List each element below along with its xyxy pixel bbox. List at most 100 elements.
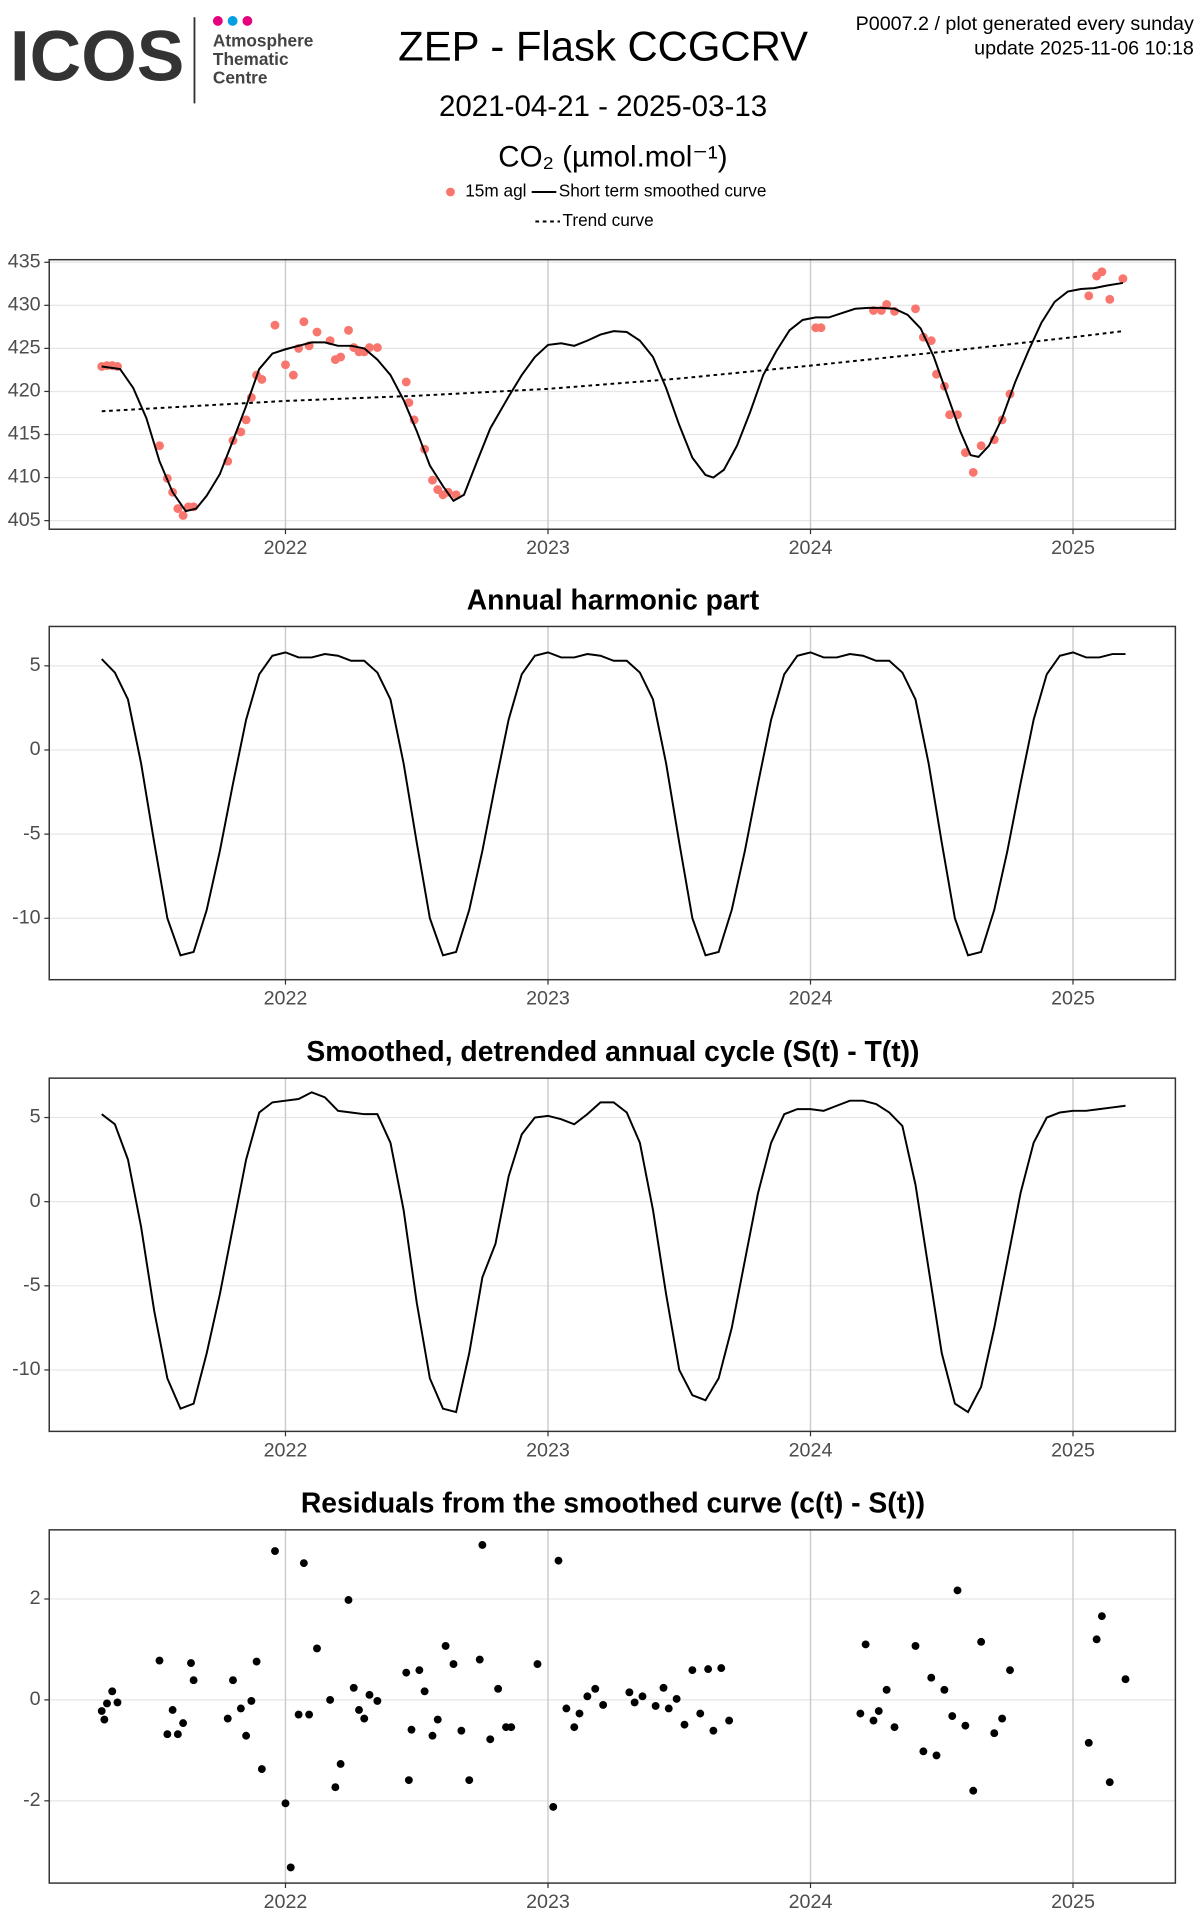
data-point xyxy=(717,1664,726,1673)
data-point xyxy=(420,1687,429,1696)
plot-note: P0007.2 / plot generated every sunday xyxy=(856,13,1194,35)
data-point xyxy=(977,1637,986,1646)
data-point xyxy=(1118,274,1128,284)
data-point xyxy=(475,1655,484,1664)
data-point xyxy=(696,1709,705,1718)
legend-label: 15m agl xyxy=(465,181,526,201)
data-point xyxy=(355,1706,363,1714)
data-point xyxy=(709,1726,718,1735)
data-point xyxy=(583,1692,592,1701)
data-point xyxy=(257,374,267,384)
data-point xyxy=(163,1730,172,1739)
x-tick-label: 2022 xyxy=(264,537,308,559)
data-point xyxy=(407,1725,416,1734)
data-point xyxy=(945,410,955,420)
data-point xyxy=(638,1692,647,1701)
data-line xyxy=(101,281,1124,513)
data-point xyxy=(575,1709,584,1718)
data-point xyxy=(507,1723,516,1732)
x-tick-label: 2022 xyxy=(264,988,308,1010)
data-point xyxy=(331,1783,340,1792)
data-point xyxy=(1105,294,1115,304)
x-tick-label: 2025 xyxy=(1051,537,1095,559)
data-point xyxy=(103,1699,111,1708)
data-point xyxy=(625,1688,634,1697)
logo-dot xyxy=(242,16,253,26)
data-point xyxy=(305,1710,314,1719)
data-point xyxy=(173,504,183,513)
logo-caption: Atmosphere xyxy=(213,30,313,50)
data-point xyxy=(725,1716,734,1725)
data-point xyxy=(299,317,309,327)
chart-subtitle: 2021-04-21 - 2025-03-13 xyxy=(439,90,767,123)
x-tick-label: 2024 xyxy=(789,988,833,1010)
data-point xyxy=(976,441,986,451)
y-tick-label: -10 xyxy=(12,1358,41,1380)
data-point xyxy=(360,1714,369,1723)
data-point xyxy=(270,320,280,330)
y-tick-label: 5 xyxy=(30,1106,41,1128)
data-point xyxy=(336,352,346,362)
data-point xyxy=(313,1644,321,1653)
legend-label: Trend curve xyxy=(562,210,653,230)
data-point xyxy=(591,1684,600,1693)
y-tick-label: -10 xyxy=(12,906,41,928)
data-point xyxy=(113,1698,122,1707)
x-tick-label: 2023 xyxy=(526,1439,570,1461)
data-point xyxy=(97,1707,106,1715)
data-point xyxy=(968,467,978,477)
data-point xyxy=(189,1676,198,1685)
data-point xyxy=(179,1719,188,1728)
data-point xyxy=(294,1710,303,1719)
x-tick-label: 2023 xyxy=(526,988,570,1010)
y-tick-label: 420 xyxy=(8,380,41,402)
panel-title: Annual harmonic part xyxy=(467,583,760,615)
data-point xyxy=(349,1683,358,1692)
x-tick-label: 2023 xyxy=(526,1891,570,1913)
data-point xyxy=(494,1684,503,1693)
data-point xyxy=(869,1716,878,1725)
data-point xyxy=(882,1685,891,1694)
x-tick-label: 2024 xyxy=(789,537,833,559)
data-point xyxy=(816,323,826,333)
data-point xyxy=(449,1660,458,1669)
data-point xyxy=(428,475,437,485)
x-tick-label: 2023 xyxy=(526,537,570,559)
data-point xyxy=(236,427,246,437)
data-point xyxy=(486,1735,495,1744)
logo-dot xyxy=(227,16,238,26)
y-tick-label: -5 xyxy=(23,822,41,844)
data-point xyxy=(1121,1675,1130,1684)
data-line xyxy=(101,1091,1126,1414)
data-point xyxy=(344,1596,353,1604)
data-point xyxy=(911,1641,920,1650)
data-point xyxy=(688,1666,697,1675)
data-point xyxy=(281,360,290,370)
panel-title: Smoothed, detrended annual cycle (S(t) -… xyxy=(306,1035,919,1067)
data-point xyxy=(659,1683,668,1692)
data-point xyxy=(919,1747,928,1756)
y-tick-label: -5 xyxy=(23,1274,41,1296)
data-point xyxy=(178,511,188,520)
plot-frame xyxy=(48,1529,1177,1884)
chart-title: ZEP - Flask CCGCRV xyxy=(398,22,808,69)
data-point xyxy=(372,343,382,352)
data-point xyxy=(173,1730,182,1739)
y-axis-label: CO₂ (µmol.mol⁻¹) xyxy=(498,141,727,174)
data-point xyxy=(533,1660,542,1669)
logo-dot xyxy=(212,16,223,26)
data-point xyxy=(247,1696,256,1705)
data-point xyxy=(672,1694,681,1703)
data-point xyxy=(433,1715,442,1724)
data-point xyxy=(704,1665,713,1674)
data-point xyxy=(155,441,164,451)
panel-title: Residuals from the smoothed curve (c(t) … xyxy=(301,1487,925,1519)
data-point xyxy=(415,1666,424,1675)
data-point xyxy=(940,1685,949,1694)
data-point xyxy=(926,336,936,346)
data-point xyxy=(1097,1612,1106,1621)
data-point xyxy=(664,1704,673,1713)
data-point xyxy=(187,1659,195,1668)
plot-background xyxy=(49,259,1176,530)
data-point xyxy=(365,1690,374,1699)
